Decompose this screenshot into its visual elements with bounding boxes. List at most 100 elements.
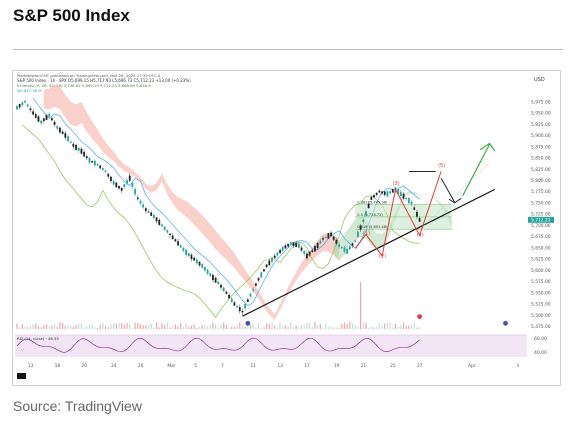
candle-body (179, 245, 182, 248)
candle-body (332, 236, 335, 240)
candle-body (88, 157, 91, 163)
volume-bar (102, 322, 104, 329)
volume-bar (354, 324, 356, 329)
candle-body (327, 233, 330, 239)
candle-body (324, 236, 327, 239)
volume-bar (196, 327, 198, 329)
candle-body (61, 131, 64, 134)
volume-bar (174, 324, 176, 329)
candle-body (144, 208, 147, 212)
volume-bar (145, 325, 147, 329)
y-tick-label: 5,725.00 (531, 212, 551, 218)
candle-body (303, 250, 306, 254)
x-tick-label: 11 (251, 363, 257, 369)
candle-body (177, 241, 179, 246)
x-tick-label: 19 (334, 363, 340, 369)
volume-bar (86, 326, 88, 329)
y-tick-label: 5,975.00 (531, 99, 551, 105)
event-marker (417, 314, 423, 320)
symbol-line: S&P 500 Index · 1h · SPX O5,699.15 H5,71… (17, 78, 191, 83)
candle-body (263, 269, 265, 272)
volume-bar (137, 323, 139, 329)
candle-body (32, 111, 35, 115)
volume-bar (94, 326, 96, 329)
event-marker (245, 320, 251, 326)
rsi-tick-40: 40.00 (534, 350, 547, 356)
volume-bar (107, 327, 109, 329)
candle-body (85, 156, 88, 159)
candle-body (118, 185, 120, 189)
candle-body (214, 277, 217, 283)
candle-body (297, 243, 300, 248)
candle-body (386, 191, 389, 197)
candle-body (198, 261, 201, 266)
candle-body (365, 211, 367, 216)
fib-level-label: 0.5 (5,718.72) (357, 213, 383, 217)
y-tick-label: 5,875.00 (531, 144, 551, 150)
candle-body (21, 102, 24, 106)
volume-bar (370, 326, 372, 329)
volume-bar (239, 322, 241, 329)
candle-body (335, 240, 338, 244)
x-tick-label: 18 (55, 363, 61, 369)
candle-body (305, 253, 308, 259)
volume-bar (298, 326, 300, 329)
volume-bar (70, 325, 72, 329)
volume-bar (190, 325, 193, 329)
volume-bar (19, 327, 21, 329)
volume-bar (166, 322, 168, 329)
candle-body (346, 248, 349, 254)
volume-bar (241, 325, 244, 329)
candle-body (244, 303, 247, 309)
volume-bar (217, 327, 219, 329)
candle-body (40, 120, 43, 124)
event-marker (503, 320, 508, 326)
candle-body (402, 193, 405, 199)
volume-bar (408, 325, 410, 329)
volume-bar (169, 327, 171, 329)
candle-body (356, 231, 359, 238)
volume-bar (228, 327, 230, 329)
volume-bar (325, 323, 327, 329)
candle-body (152, 214, 155, 219)
candle-body (271, 257, 273, 262)
y-tick-label: 5,750.00 (531, 200, 551, 206)
candle-body (212, 274, 214, 281)
volume-bar (99, 324, 101, 329)
volume-bar (147, 325, 150, 329)
candle-body (338, 244, 341, 247)
candle-body (405, 197, 408, 200)
candle-body (128, 175, 131, 181)
candle-body (91, 160, 94, 163)
candle-body (373, 194, 375, 198)
volume-bar (56, 326, 58, 329)
volume-bar (365, 322, 367, 329)
candle-body (284, 245, 287, 249)
y-tick-label: 5,825.00 (531, 167, 551, 173)
volume-line: Vol 827.56 M (17, 88, 42, 93)
wave-label: (4) (417, 233, 424, 239)
volume-bar (75, 324, 77, 329)
y-tick-label: 5,625.00 (531, 257, 551, 263)
x-tick-label: 13 (28, 363, 34, 369)
wave-label: (2) (379, 254, 386, 260)
volume-bar (247, 325, 249, 329)
rsi-band (15, 335, 527, 357)
candle-body (370, 196, 373, 200)
candle-body (225, 291, 228, 294)
volume-bar (88, 324, 91, 329)
correction-arrow (440, 177, 455, 203)
volume-bar (306, 322, 308, 329)
volume-bar (150, 323, 152, 329)
volume-bar (384, 323, 386, 329)
volume-bar (322, 327, 324, 329)
y-tick-label: 5,600.00 (531, 268, 551, 274)
volume-bar (53, 324, 56, 329)
y-tick-label: 5,850.00 (531, 156, 551, 162)
candle-body (185, 249, 188, 255)
projection-line (419, 162, 490, 231)
candle-body (96, 163, 99, 166)
bullish-arrowhead (479, 142, 496, 152)
volume-bar (317, 325, 319, 329)
volume-bar (381, 325, 383, 329)
